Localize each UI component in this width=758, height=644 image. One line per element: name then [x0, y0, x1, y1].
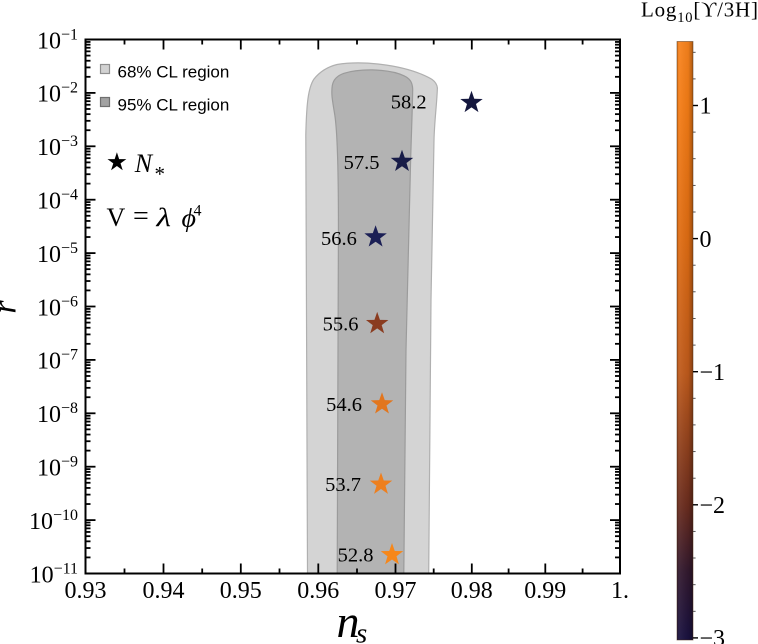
svg-text:58.2: 58.2 [391, 92, 427, 114]
svg-text:0.98: 0.98 [451, 578, 493, 604]
svg-text:1.: 1. [611, 578, 629, 604]
svg-text:0.99: 0.99 [524, 578, 566, 604]
svg-text:56.6: 56.6 [321, 228, 357, 250]
svg-text:−3: −3 [700, 626, 726, 644]
svg-text:54.6: 54.6 [326, 394, 362, 416]
svg-text:53.7: 53.7 [325, 474, 361, 496]
svg-text:1: 1 [700, 94, 712, 120]
svg-text:0.94: 0.94 [143, 578, 185, 604]
svg-text:−2: −2 [700, 493, 726, 519]
svg-text:4: 4 [194, 203, 202, 220]
svg-text:68% CL region: 68% CL region [118, 63, 230, 82]
svg-text:52.8: 52.8 [338, 545, 374, 567]
svg-text:V: V [107, 203, 126, 232]
svg-text:n: n [337, 596, 360, 644]
svg-text:0.96: 0.96 [297, 578, 339, 604]
svg-text:57.5: 57.5 [344, 152, 380, 174]
svg-text:λ: λ [155, 203, 171, 232]
svg-text:N: N [134, 149, 154, 178]
svg-text:=: = [133, 201, 149, 232]
svg-text:0.93: 0.93 [65, 578, 107, 604]
svg-text:0.95: 0.95 [220, 578, 262, 604]
svg-text:−1: −1 [700, 360, 726, 386]
svg-text:0.97: 0.97 [375, 578, 417, 604]
svg-text:r: r [0, 300, 24, 314]
svg-text:*: * [155, 162, 166, 186]
svg-text:ϕ: ϕ [182, 204, 197, 233]
svg-text:95% CL region: 95% CL region [118, 96, 230, 115]
svg-text:0: 0 [700, 227, 712, 253]
svg-text:s: s [356, 618, 367, 644]
svg-text:55.6: 55.6 [323, 314, 359, 336]
